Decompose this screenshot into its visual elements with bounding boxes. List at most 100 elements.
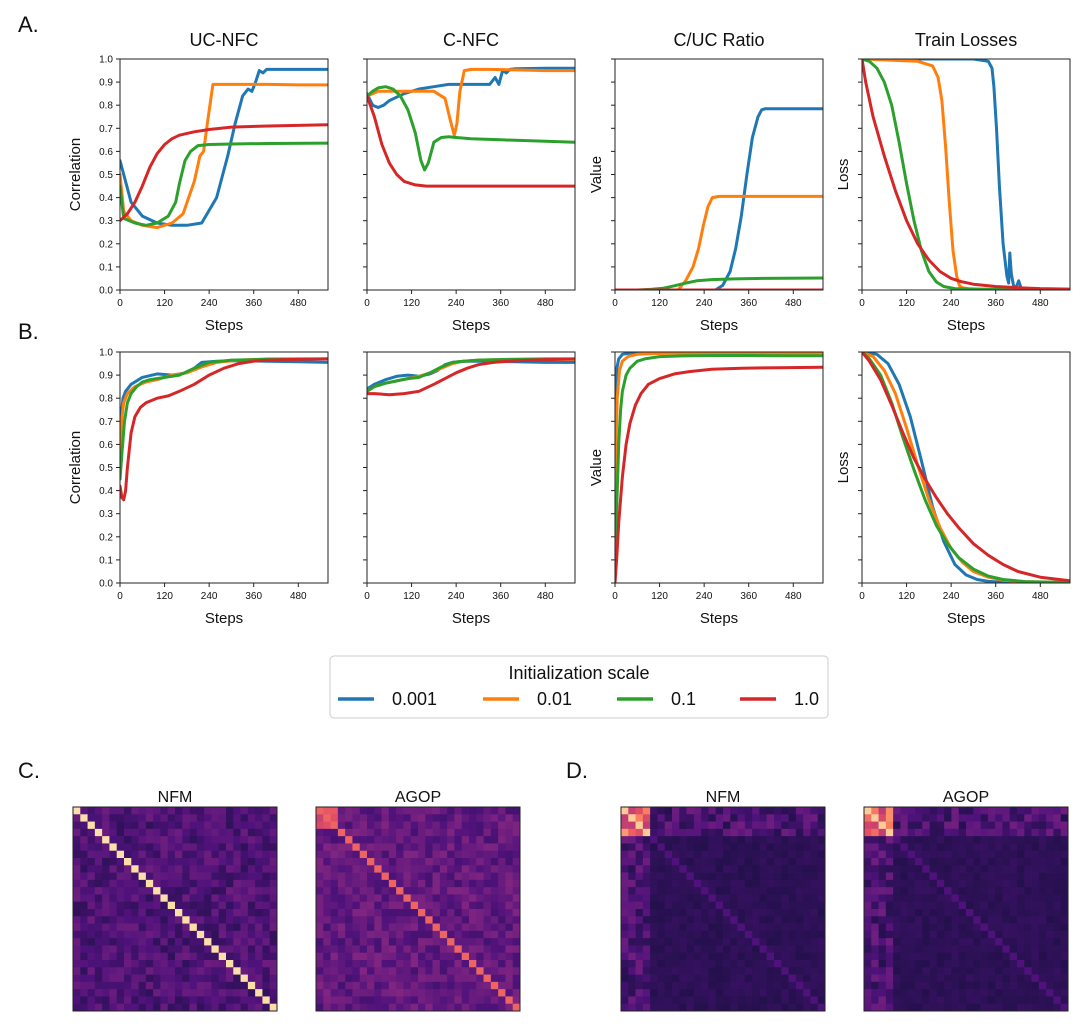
heatmap-cell [240, 821, 249, 830]
heatmap-cell [744, 901, 753, 910]
heatmap-cell [810, 923, 819, 932]
heatmap-cell [374, 909, 382, 917]
heatmap-cell [1046, 821, 1054, 830]
heatmap-cell [233, 807, 241, 815]
series-line-B3-0.1 [615, 354, 823, 573]
heatmap-cell [686, 887, 695, 895]
heatmap-cell [922, 909, 930, 917]
heatmap-cell [642, 901, 651, 910]
heatmap-cell [893, 1003, 901, 1012]
heatmap-cell [512, 923, 521, 932]
heatmap-cell [124, 945, 132, 954]
heatmap-cell [425, 879, 433, 888]
heatmap-cell [744, 909, 753, 917]
heatmap-cell [247, 960, 256, 968]
heatmap-cell [145, 836, 154, 844]
heatmap-cell [1038, 887, 1047, 895]
heatmap-cell [316, 865, 324, 873]
heatmap-cell [864, 952, 872, 961]
heatmap-cell [803, 923, 811, 932]
heatmap-cell [512, 887, 521, 895]
heatmap-cell [153, 981, 161, 990]
heatmap-cell [686, 981, 695, 990]
heatmap-cell [936, 930, 945, 939]
heatmap-cell [102, 989, 110, 997]
heatmap-cell [374, 894, 382, 903]
heatmap-cell [418, 923, 426, 932]
heatmap-cell [512, 960, 521, 968]
heatmap-cell [498, 836, 506, 844]
heatmap-cell [878, 879, 887, 888]
heatmap-cell [995, 923, 1003, 932]
heatmap-cell [664, 901, 673, 910]
heatmap-cell [686, 945, 695, 954]
heatmap-cell [189, 967, 198, 975]
heatmap-cell [145, 916, 154, 924]
heatmap-cell [929, 887, 938, 895]
heatmap-cell [211, 938, 220, 946]
heatmap-cell [1024, 814, 1032, 822]
heatmap-cell [817, 967, 826, 975]
x-tick-label-A4-120: 120 [898, 298, 915, 309]
x-tick-label-A3-0: 0 [612, 298, 618, 309]
heatmap-cell [621, 952, 629, 961]
heatmap-cell [708, 836, 717, 844]
heatmap-cell [1031, 872, 1040, 881]
heatmap-cell [330, 989, 339, 997]
heatmap-cell [116, 923, 125, 932]
heatmap-cell [781, 814, 789, 822]
x-tick-label-A2-480: 480 [537, 298, 554, 309]
heatmap-cell [650, 887, 658, 895]
heatmap-cell [693, 923, 702, 932]
heatmap-cell [788, 952, 797, 961]
heatmap-cell [1002, 916, 1011, 924]
heatmap-cell [418, 996, 426, 1005]
heatmap-cell [153, 930, 161, 939]
heatmap-cell [124, 916, 132, 924]
heatmap-cell [944, 981, 952, 990]
heatmap-cell [922, 843, 930, 852]
heatmap-cell [1053, 836, 1062, 844]
heatmap-cell [498, 1003, 506, 1012]
heatmap-cell [454, 923, 463, 932]
heatmap-cell [483, 916, 492, 924]
heatmap-cell [1046, 858, 1054, 866]
heatmap-cell [1031, 967, 1040, 975]
heatmap-cell [131, 879, 139, 888]
heatmap-cell [218, 930, 227, 939]
heatmap-cell [512, 843, 521, 852]
heatmap-cell [418, 858, 426, 866]
series-line-B4-1.0 [862, 352, 1070, 583]
heatmap-cell [316, 930, 324, 939]
heatmap-cell [469, 872, 477, 881]
heatmap-cell [153, 836, 161, 844]
heatmap-cell [447, 887, 455, 895]
heatmap-cell [1053, 930, 1062, 939]
heatmap-cell [864, 843, 872, 852]
heatmap-cell [686, 967, 695, 975]
heatmap-cell [505, 901, 514, 910]
series-line-B4-0.1 [862, 352, 1070, 583]
heatmap-cell [367, 938, 375, 946]
heatmap-cell [871, 996, 879, 1005]
series-group-B4 [862, 352, 1070, 583]
heatmap-cell [1038, 821, 1047, 830]
heatmap-cell [635, 960, 644, 968]
legend-item-0: 0.001 [338, 689, 437, 709]
heatmap-cell [958, 989, 967, 997]
heatmap-cell [672, 996, 680, 1005]
heatmap-cell [693, 807, 702, 815]
heatmap-cell [708, 828, 717, 837]
heatmap-cell [218, 945, 227, 954]
series-line-B3-0.001 [615, 352, 823, 516]
heatmap-cell [650, 872, 658, 881]
heatmap-cell [922, 901, 930, 910]
heatmap-cell [1060, 916, 1069, 924]
heatmap-cell [447, 923, 455, 932]
panel-title-A1: UC-NFC [190, 30, 259, 50]
heatmap-cell [432, 974, 441, 983]
heatmap-cell [425, 938, 433, 946]
heatmap-cell [936, 850, 945, 859]
heatmap-cell [1053, 850, 1062, 859]
heatmap-cell [795, 974, 804, 983]
